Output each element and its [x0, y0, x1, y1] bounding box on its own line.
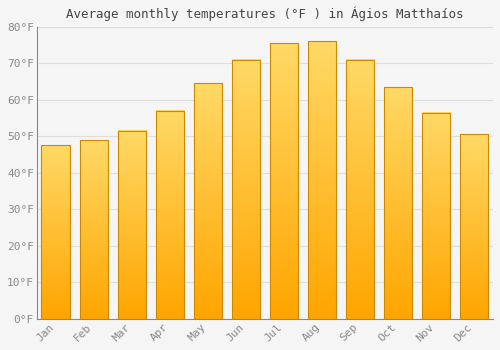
Bar — [308, 41, 336, 319]
Bar — [270, 43, 298, 319]
Bar — [42, 146, 70, 319]
Bar — [384, 87, 412, 319]
Bar — [346, 60, 374, 319]
Bar — [460, 134, 488, 319]
Bar — [232, 60, 260, 319]
Bar — [194, 83, 222, 319]
Bar — [156, 111, 184, 319]
Bar — [422, 113, 450, 319]
Title: Average monthly temperatures (°F ) in Ágios Matthaíos: Average monthly temperatures (°F ) in Ág… — [66, 7, 464, 21]
Bar — [80, 140, 108, 319]
Bar — [118, 131, 146, 319]
